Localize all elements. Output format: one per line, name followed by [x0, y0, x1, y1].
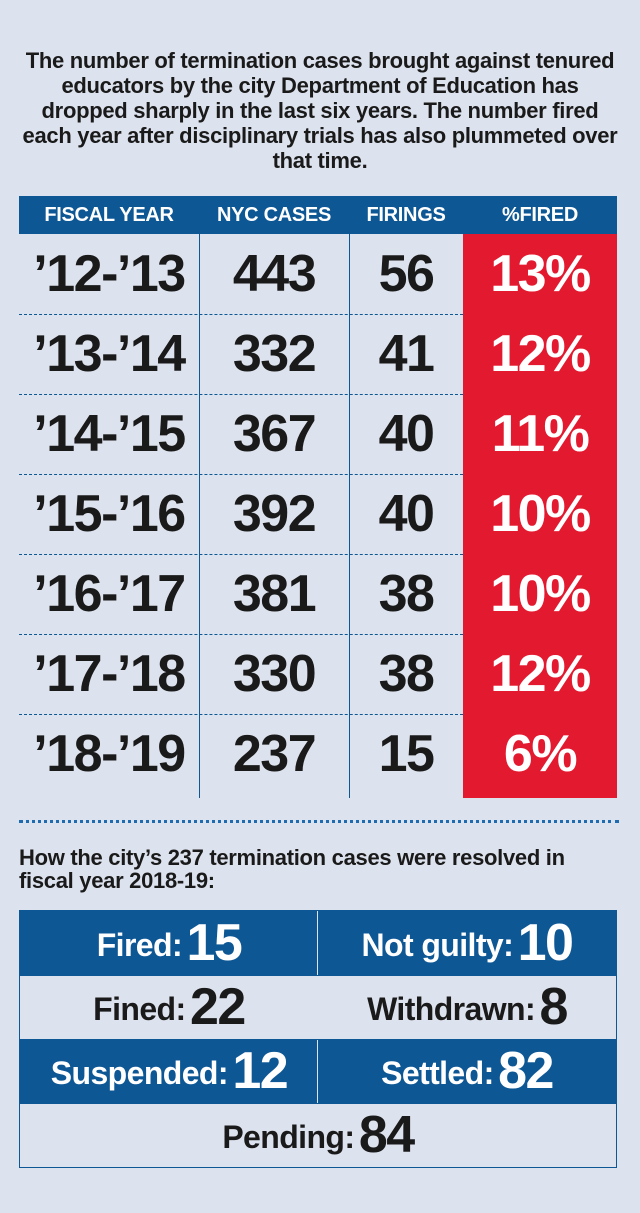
resolution-not-guilty: Not guilty: 10: [318, 911, 616, 975]
cell-fiscal-year: ’16-’17: [33, 565, 186, 623]
grid-divider: [20, 1103, 616, 1104]
cell-nyc-cases: 381: [232, 565, 317, 623]
resolution-value: 84: [358, 1106, 415, 1164]
header-pct-fired: %FIRED: [502, 204, 578, 226]
resolution-pending: Pending: 84: [20, 1103, 616, 1167]
cell-firings: 56: [378, 245, 435, 303]
cell-fiscal-year: ’18-’19: [33, 725, 186, 783]
column-divider: [349, 234, 350, 798]
cell-firings: 38: [378, 645, 435, 703]
dotted-divider: [19, 820, 619, 823]
resolution-withdrawn: Withdrawn: 8: [318, 975, 616, 1039]
row-divider: [19, 714, 463, 715]
table-row: ’15-’16 392 40 10%: [19, 474, 617, 554]
cell-pct-fired: 10%: [490, 565, 591, 623]
resolution-settled: Settled: 82: [318, 1039, 616, 1103]
cell-fiscal-year: ’15-’16: [33, 485, 186, 543]
grid-divider: [317, 911, 318, 1103]
resolution-value: 8: [539, 978, 568, 1036]
cell-fiscal-year: ’17-’18: [33, 645, 186, 703]
resolution-label: Fined:: [93, 991, 186, 1027]
table-row: ’12-’13 443 56 13%: [19, 234, 617, 314]
grid-divider: [20, 975, 616, 976]
resolution-label: Not guilty:: [361, 927, 514, 963]
cell-pct-fired: 10%: [490, 485, 591, 543]
cell-nyc-cases: 392: [232, 485, 317, 543]
resolved-title: How the city’s 237 termination cases wer…: [19, 845, 565, 893]
row-divider: [19, 474, 463, 475]
cell-firings: 40: [378, 405, 435, 463]
cell-firings: 15: [378, 725, 435, 783]
resolution-grid: Fired: 15 Not guilty: 10 Fined: 22 Withd…: [19, 910, 617, 1168]
cell-nyc-cases: 330: [232, 645, 317, 703]
resolution-value: 15: [186, 914, 242, 972]
row-divider: [19, 394, 463, 395]
table-row: ’18-’19 237 15 6%: [19, 714, 617, 794]
cell-firings: 40: [378, 485, 435, 543]
row-divider: [19, 554, 463, 555]
resolution-label: Suspended:: [50, 1055, 229, 1091]
resolution-fired: Fired: 15: [20, 911, 318, 975]
cell-nyc-cases: 367: [232, 405, 317, 463]
resolution-label: Pending:: [222, 1119, 355, 1155]
table-row: ’17-’18 330 38 12%: [19, 634, 617, 714]
cell-pct-fired: 12%: [490, 645, 591, 703]
termination-table: FISCAL YEAR NYC CASES FIRINGS %FIRED ’12…: [19, 196, 617, 798]
intro-text: The number of termination cases brought …: [22, 48, 618, 173]
cell-firings: 38: [378, 565, 435, 623]
resolution-label: Fired:: [96, 927, 183, 963]
cell-firings: 41: [378, 325, 435, 383]
table-row: ’14-’15 367 40 11%: [19, 394, 617, 474]
cell-pct-fired: 11%: [491, 405, 590, 463]
cell-pct-fired: 12%: [490, 325, 591, 383]
resolution-value: 22: [190, 978, 246, 1036]
column-divider: [199, 234, 200, 798]
table-row: ’13-’14 332 41 12%: [19, 314, 617, 394]
header-nyc-cases: NYC CASES: [217, 204, 331, 226]
resolution-value: 82: [498, 1042, 554, 1100]
resolution-value: 10: [517, 914, 574, 972]
resolution-value: 12: [232, 1042, 288, 1100]
header-firings: FIRINGS: [366, 204, 446, 226]
row-divider: [19, 314, 463, 315]
table-header: FISCAL YEAR NYC CASES FIRINGS %FIRED: [19, 196, 617, 234]
header-fiscal-year: FISCAL YEAR: [44, 204, 174, 226]
resolution-fined: Fined: 22: [20, 975, 318, 1039]
table-row: ’16-’17 381 38 10%: [19, 554, 617, 634]
cell-fiscal-year: ’14-’15: [33, 405, 186, 463]
cell-nyc-cases: 332: [232, 325, 317, 383]
cell-nyc-cases: 237: [232, 725, 317, 783]
cell-fiscal-year: ’13-’14: [33, 325, 186, 383]
resolution-label: Withdrawn:: [367, 991, 536, 1027]
cell-pct-fired: 6%: [503, 725, 578, 783]
cell-fiscal-year: ’12-’13: [33, 245, 186, 303]
resolution-label: Settled:: [381, 1055, 494, 1091]
cell-nyc-cases: 443: [232, 245, 317, 303]
pct-fired-column: [463, 234, 617, 798]
row-divider: [19, 634, 463, 635]
resolution-suspended: Suspended: 12: [20, 1039, 318, 1103]
grid-divider: [20, 1039, 616, 1040]
cell-pct-fired: 13%: [490, 245, 591, 303]
